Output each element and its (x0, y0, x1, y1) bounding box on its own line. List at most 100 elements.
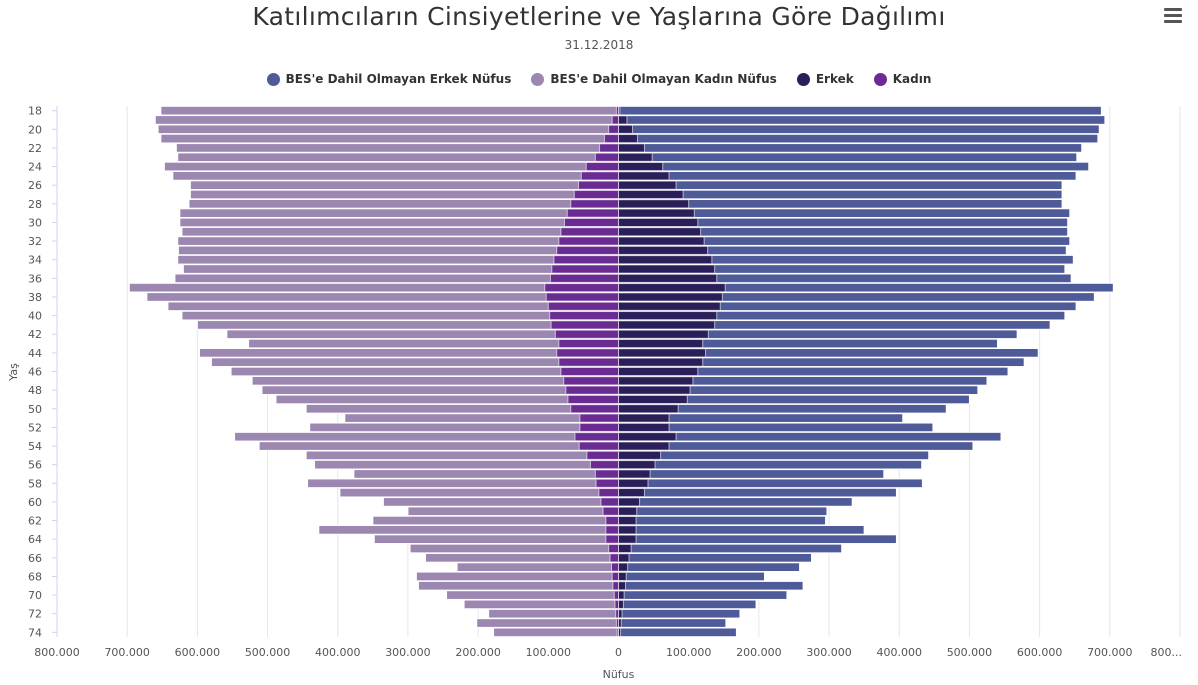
bar-left-42 (554, 329, 619, 339)
bar-right-62 (618, 515, 827, 526)
bar-right-39 (618, 301, 721, 311)
bar-left-21 (603, 134, 620, 144)
bar-right-22 (618, 143, 1083, 153)
bar-right-69 (618, 581, 627, 591)
bar-right-72 (618, 609, 623, 619)
bar-left-64 (605, 534, 620, 544)
legend-marker (266, 72, 280, 86)
bar-right-36 (618, 273, 718, 283)
x-tick-label: 100.000 (526, 646, 572, 659)
bar-left-65 (409, 543, 619, 554)
bar-right-20 (618, 124, 634, 134)
bar-right-25 (618, 171, 670, 181)
bar-left-38 (545, 292, 619, 302)
bar-left-43 (558, 338, 620, 349)
bar-left-24 (585, 161, 619, 172)
legend-item-erkek[interactable]: Erkek (796, 72, 854, 86)
y-axis-title: Yaş (7, 363, 20, 382)
bar-left-33 (177, 245, 619, 256)
bar-right-74 (618, 627, 737, 638)
bar-left-52 (309, 422, 619, 433)
bar-left-63 (318, 525, 619, 535)
bar-right-71 (618, 599, 624, 609)
bar-right-45 (618, 357, 704, 367)
bar-left-67 (456, 562, 619, 572)
legend-marker (796, 72, 810, 86)
y-tick-label: 22 (28, 142, 42, 155)
bar-right-33 (618, 245, 709, 255)
bar-right-25 (618, 171, 1077, 181)
bar-right-73 (618, 618, 727, 628)
bar-left-57 (353, 469, 619, 479)
bar-right-23 (618, 152, 653, 162)
bar-left-63 (605, 525, 620, 535)
bar-right-40 (618, 311, 718, 321)
bar-left-24 (163, 161, 619, 172)
bar-right-71 (618, 599, 757, 610)
bar-right-27 (618, 189, 684, 200)
bar-left-28 (570, 199, 620, 209)
legend-marker (531, 72, 545, 86)
y-tick-label: 46 (28, 366, 42, 379)
y-tick-label: 52 (28, 421, 42, 434)
bar-left-25 (172, 171, 619, 181)
x-tick-label: 300.000 (806, 646, 852, 659)
x-axis-title: Nüfus (603, 668, 635, 681)
bar-left-62 (605, 515, 620, 526)
legend-item-erkek-nufus[interactable]: BES'e Dahil Olmayan Erkek Nüfus (266, 72, 511, 86)
bar-left-26 (189, 180, 619, 191)
bar-left-73 (615, 618, 619, 628)
bar-left-71 (463, 599, 619, 610)
bar-left-71 (614, 599, 619, 609)
bar-left-18 (615, 106, 619, 116)
bar-left-48 (261, 385, 619, 395)
bar-left-40 (549, 311, 619, 321)
bar-left-55 (586, 450, 620, 460)
bar-left-37 (544, 283, 619, 293)
x-tick-label: 700.000 (1087, 646, 1133, 659)
bar-right-58 (618, 478, 649, 488)
bar-right-22 (618, 143, 645, 153)
bar-right-43 (618, 338, 704, 349)
y-tick-label: 56 (28, 459, 42, 472)
bar-left-72 (615, 609, 620, 619)
bar-right-56 (618, 459, 923, 470)
menu-icon[interactable] (1164, 8, 1182, 23)
bar-right-64 (618, 534, 637, 544)
bar-left-21 (160, 133, 619, 144)
bar-left-39 (547, 301, 619, 311)
bar-right-66 (618, 553, 630, 563)
bar-left-54 (258, 441, 619, 451)
y-tick-label: 64 (28, 533, 42, 546)
y-tick-label: 44 (28, 347, 42, 360)
bar-right-20 (618, 124, 1100, 135)
legend-label: BES'e Dahil Olmayan Kadın Nüfus (550, 72, 777, 86)
bar-right-30 (618, 217, 699, 228)
bar-left-56 (589, 460, 619, 470)
bar-left-29 (179, 208, 619, 218)
bar-right-34 (618, 255, 713, 265)
legend-item-kadin[interactable]: Kadın (873, 72, 931, 86)
bar-right-54 (618, 441, 670, 451)
y-tick-label: 58 (28, 477, 42, 490)
x-tick-label: 200.000 (736, 646, 782, 659)
y-tick-label: 66 (28, 552, 42, 565)
y-tick-label: 20 (28, 123, 42, 136)
bar-right-31 (618, 227, 702, 237)
bar-left-30 (563, 217, 620, 228)
bar-right-62 (618, 515, 637, 526)
bar-right-56 (618, 460, 656, 470)
bar-left-25 (580, 171, 619, 181)
bar-right-59 (618, 488, 645, 498)
legend-item-kadin-nufus[interactable]: BES'e Dahil Olmayan Kadın Nüfus (531, 72, 777, 86)
y-tick-label: 28 (28, 198, 42, 211)
bar-left-70 (613, 590, 620, 600)
bar-right-18 (618, 105, 1102, 116)
bar-left-46 (230, 366, 619, 377)
bar-left-44 (556, 348, 619, 358)
bar-left-33 (556, 245, 619, 255)
bar-right-21 (618, 133, 1099, 144)
bar-left-57 (594, 469, 620, 479)
bar-left-60 (382, 497, 620, 507)
